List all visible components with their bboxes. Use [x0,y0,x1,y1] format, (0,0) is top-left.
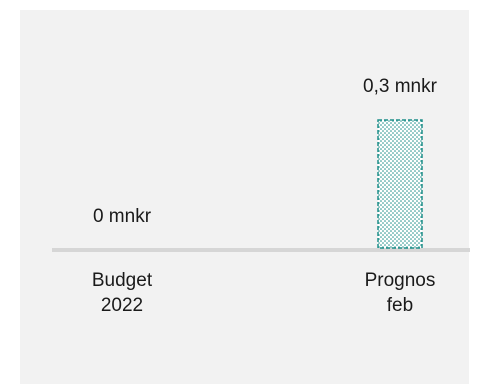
category-label-1-line-0: Prognos [365,270,436,291]
category-label-0-line-0: Budget [92,270,153,291]
category-label-1-line-1: feb [387,295,413,316]
bar-1 [377,119,423,249]
data-label-1: 0,3 mnkr [363,76,438,97]
data-label-0: 0 mnkr [93,206,152,227]
category-label-0-line-1: 2022 [101,295,143,316]
